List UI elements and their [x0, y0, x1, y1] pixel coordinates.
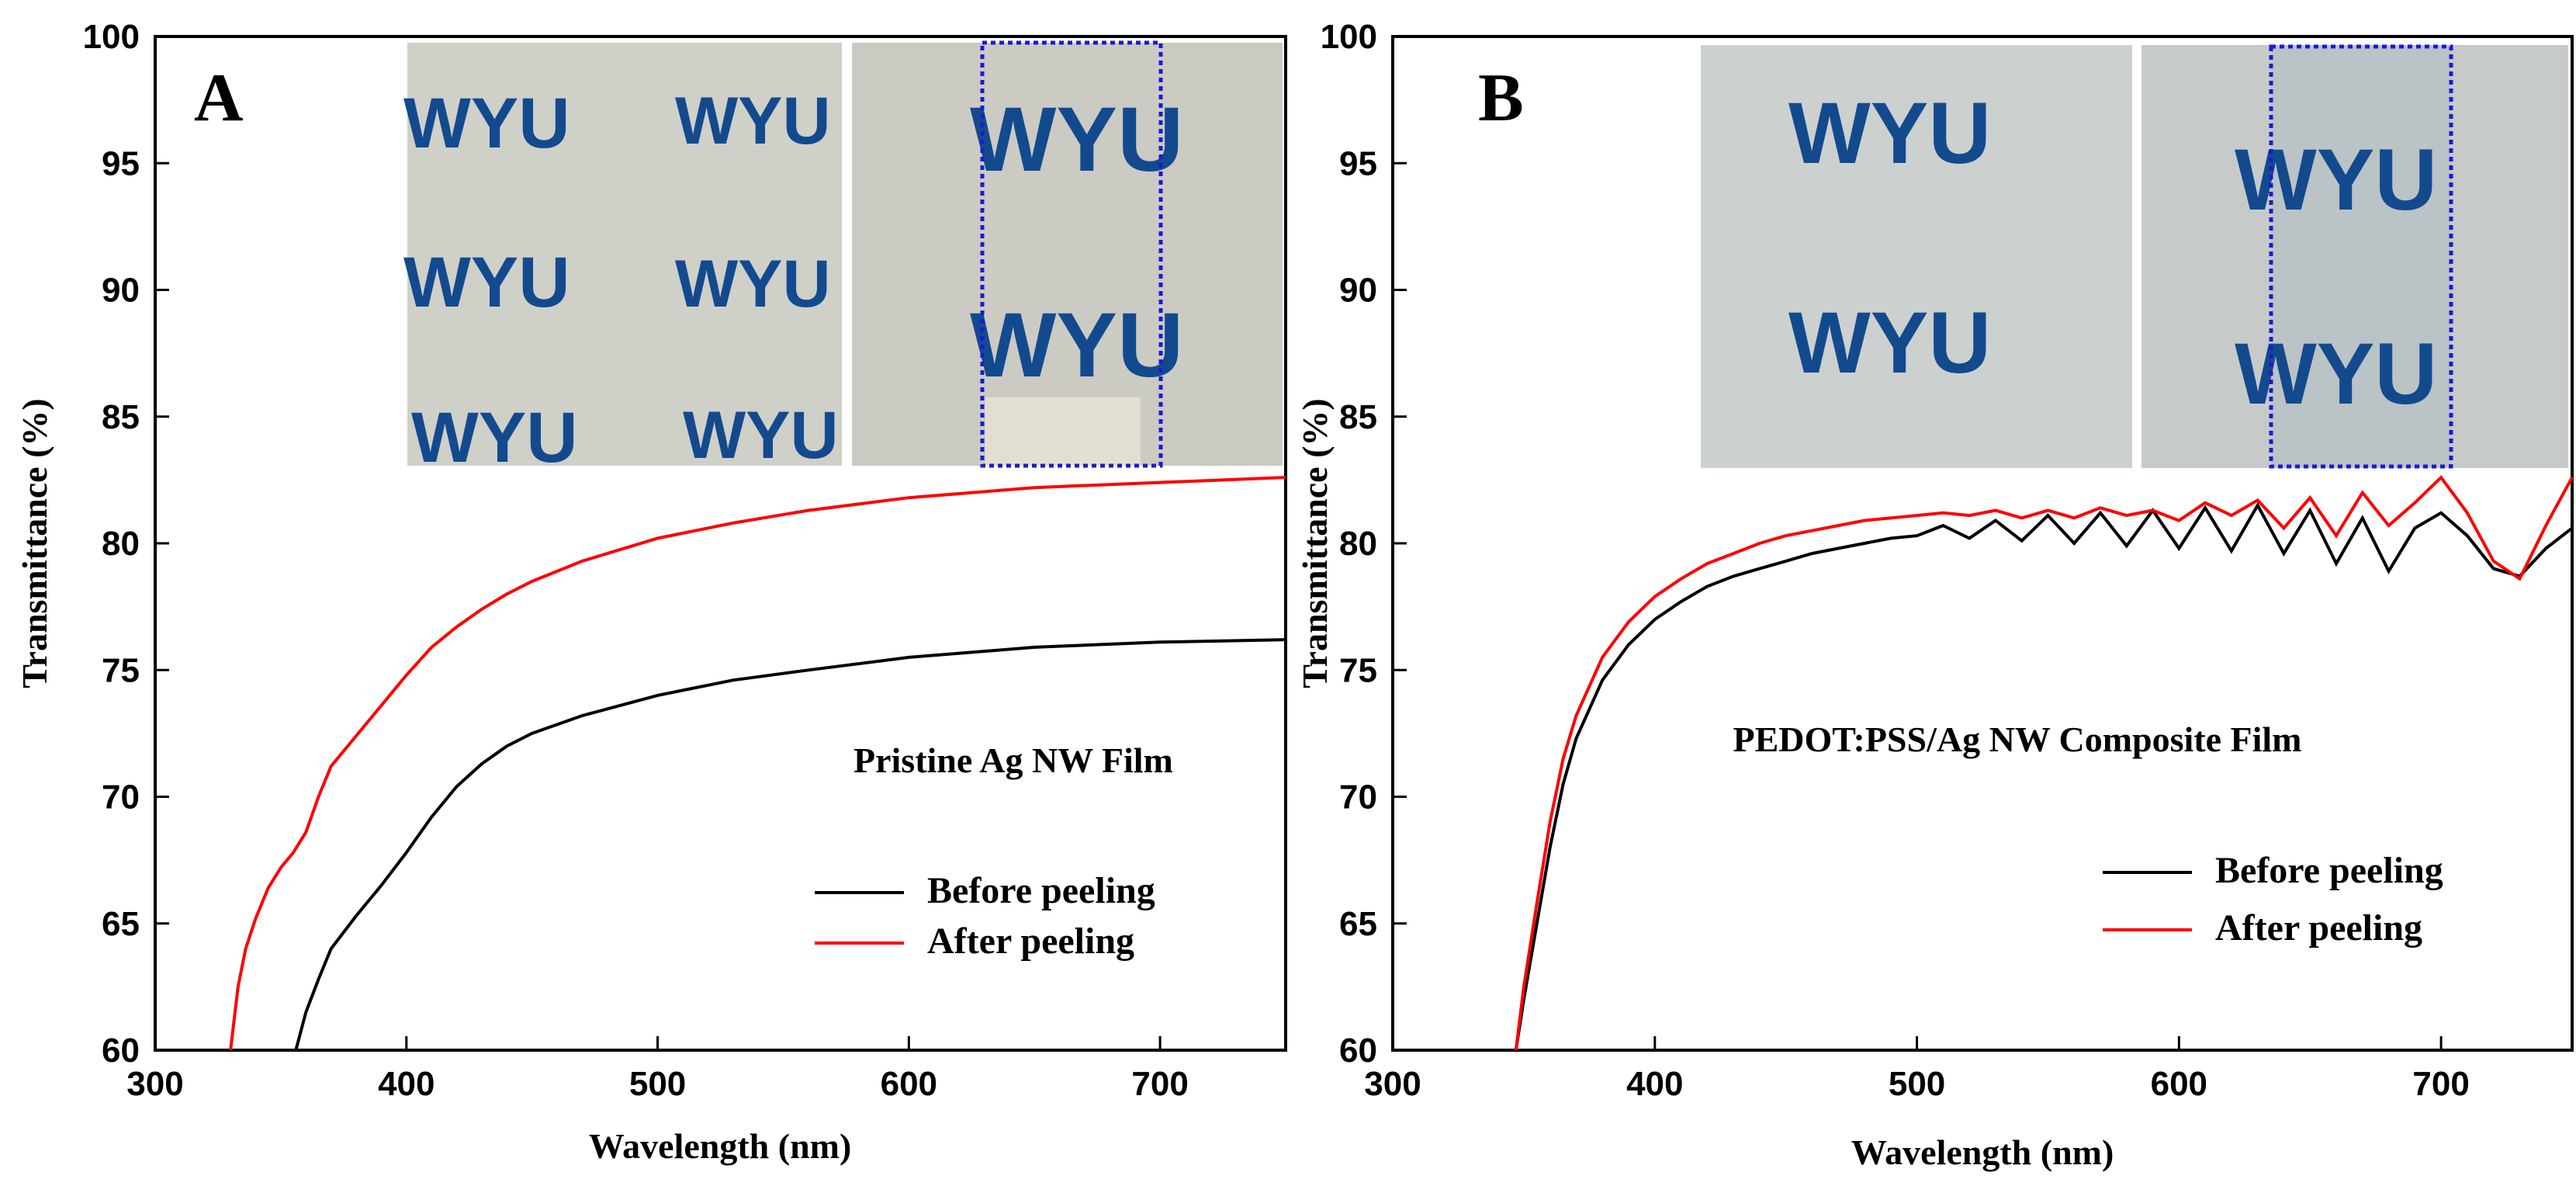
- wyu-mark: WYU: [675, 84, 831, 158]
- y-tick-label: 60: [1339, 1032, 1377, 1070]
- x-tick-label: 700: [2412, 1065, 2469, 1103]
- x-tick-label: 500: [1889, 1065, 1945, 1103]
- y-tick-label: 100: [83, 18, 140, 56]
- y-tick-label: 90: [102, 272, 140, 310]
- x-tick-label: 300: [126, 1065, 183, 1103]
- y-tick-label: 75: [102, 651, 140, 689]
- legend-label-before-a: Before peeling: [927, 870, 1155, 911]
- ticks-b: 300 400 500 600 700 60 65 70 75 80 85 90 95 100: [1321, 18, 2470, 1103]
- wyu-mark: WYU: [403, 84, 570, 163]
- legend-label-before-b: Before peeling: [2215, 850, 2443, 891]
- series-line-before-peeling-b: [1514, 501, 2574, 1051]
- wyu-mark: WYU: [970, 294, 1183, 397]
- wyu-mark: WYU: [970, 88, 1183, 191]
- x-tick-label: 300: [1364, 1065, 1421, 1103]
- photo-a-peeled-patch: [985, 397, 1141, 466]
- highlight-box-a: [980, 40, 1163, 468]
- y-tick-label: 65: [102, 905, 140, 943]
- wyu-mark: WYU: [1788, 85, 1991, 182]
- annotation-a: Pristine Ag NW Film: [853, 740, 1173, 780]
- panel-a: 300 400 500 600 700 60 65 70 75 80 85 90 95 100 WYU W…: [15, 18, 1287, 1166]
- photo-a-before: [407, 43, 842, 466]
- y-tick-label: 85: [1339, 398, 1377, 436]
- wyu-mark: WYU: [403, 243, 570, 322]
- x-axis-label-b: Wavelength (nm): [1851, 1132, 2114, 1172]
- wyu-mark: WYU: [675, 247, 831, 321]
- series-line-before-peeling-a: [294, 638, 1286, 1051]
- wyu-mark: WYU: [2235, 131, 2437, 228]
- x-tick-label: 600: [2151, 1065, 2207, 1103]
- ticks-a: 300 400 500 600 700 60 65 70 75 80 85 90 95 100: [83, 18, 1189, 1103]
- y-axis-label-b: Transmittance (%): [1295, 398, 1335, 688]
- wyu-mark: WYU: [1788, 294, 1991, 391]
- legend-label-after-a: After peeling: [927, 921, 1134, 962]
- x-tick-label: 700: [1131, 1065, 1188, 1103]
- y-tick-label: 85: [102, 398, 140, 436]
- legend-label-after-b: After peeling: [2215, 907, 2422, 948]
- x-axis-label-a: Wavelength (nm): [589, 1126, 852, 1166]
- y-tick-label: 95: [102, 144, 140, 182]
- y-tick-label: 80: [1339, 525, 1377, 563]
- x-tick-label: 400: [1626, 1065, 1683, 1103]
- annotation-b: PEDOT:PSS/Ag NW Composite Film: [1733, 720, 2301, 759]
- series-line-after-peeling-a: [229, 476, 1286, 1051]
- x-tick-label: 500: [629, 1065, 686, 1103]
- y-tick-label: 95: [1339, 144, 1377, 182]
- wyu-mark: WYU: [683, 398, 839, 473]
- inset-photos-b: WYU WYU WYU WYU: [1701, 44, 2568, 469]
- y-tick-label: 90: [1339, 272, 1377, 310]
- photo-b-before: [1701, 45, 2132, 468]
- panel-b: 300 400 500 600 700 60 65 70 75 80 85 90 95 100 WYU W…: [1295, 18, 2574, 1172]
- y-axis-label-a: Transmittance (%): [15, 398, 54, 688]
- photo-a-after: [852, 43, 1283, 466]
- x-tick-label: 600: [881, 1065, 937, 1103]
- panel-label-a: A: [194, 61, 244, 136]
- highlight-box-b: [2269, 44, 2453, 469]
- inset-photos-a: WYU WYU WYU WYU WYU WYU WYU WYU: [403, 40, 1283, 477]
- y-tick-label: 70: [1339, 779, 1377, 817]
- y-tick-label: 80: [102, 525, 140, 563]
- wyu-mark: WYU: [2235, 325, 2437, 422]
- y-tick-label: 100: [1321, 18, 1377, 56]
- y-tick-label: 75: [1339, 651, 1377, 689]
- series-line-after-peeling-b: [1514, 475, 2574, 1051]
- y-tick-label: 60: [102, 1032, 140, 1070]
- y-tick-label: 70: [102, 779, 140, 817]
- y-tick-label: 65: [1339, 905, 1377, 943]
- photo-b-peeled-patch: [2271, 45, 2451, 468]
- wyu-mark: WYU: [411, 398, 578, 477]
- panel-label-b: B: [1478, 61, 1524, 136]
- x-tick-label: 400: [378, 1065, 435, 1103]
